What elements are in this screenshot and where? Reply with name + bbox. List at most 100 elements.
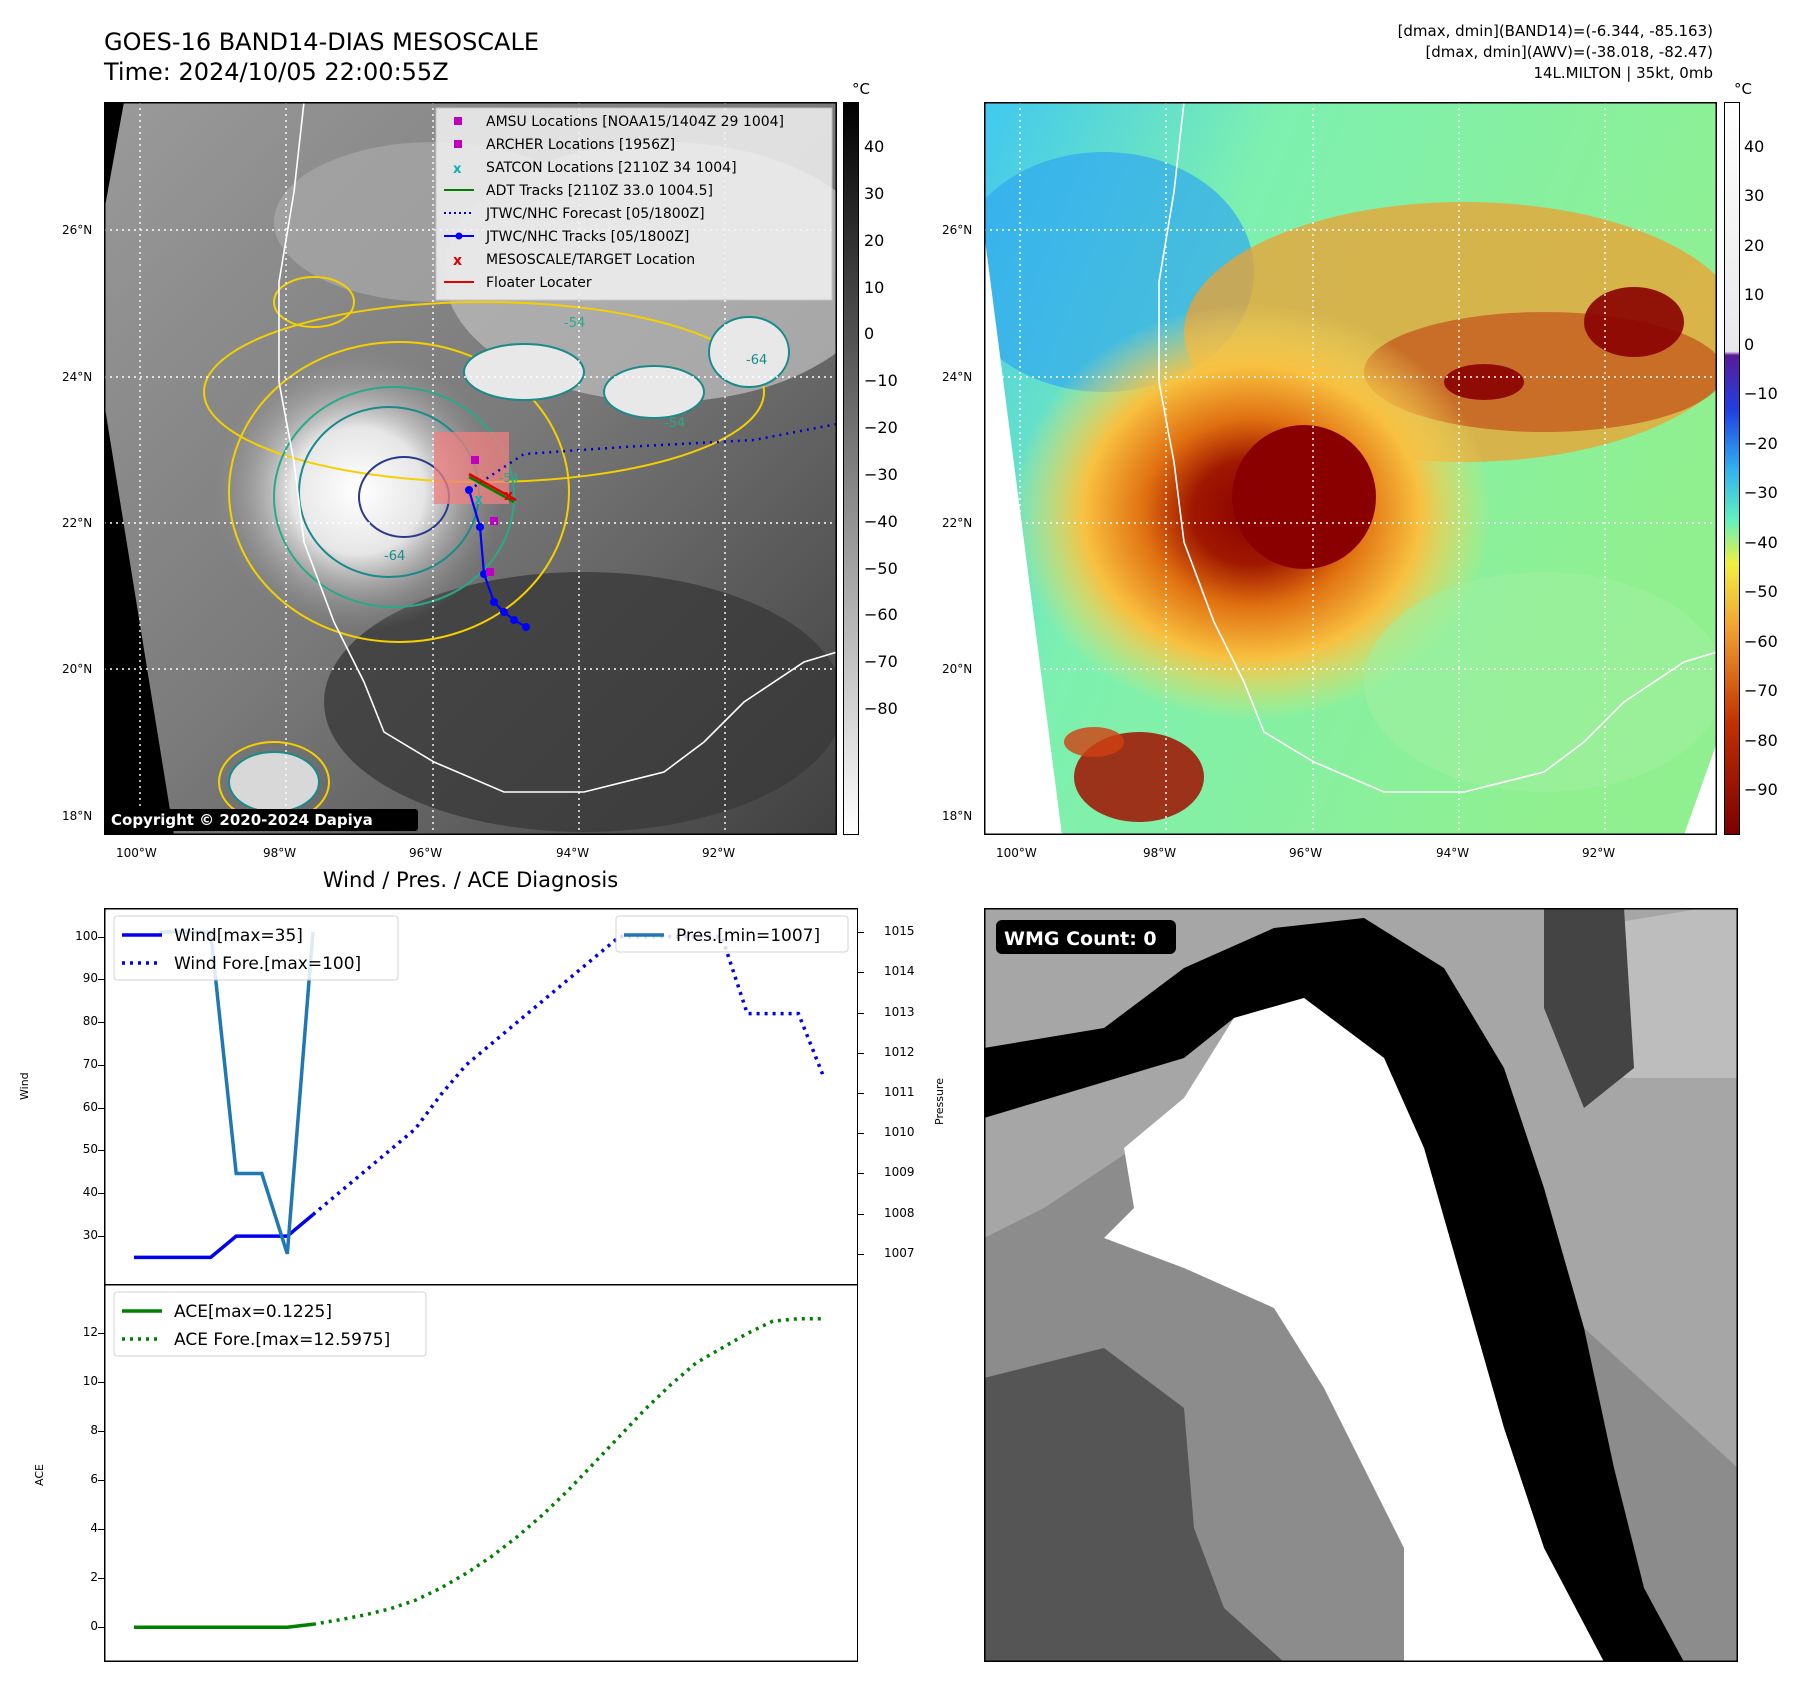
wind-tick: 100 — [75, 928, 98, 943]
legend-wind: Wind[max=35] — [174, 926, 303, 946]
rcb-tick: −20 — [1744, 433, 1778, 453]
lon-label: 96°W — [1289, 846, 1323, 860]
lon-label: 94°W — [1436, 846, 1470, 860]
rcb-tick: −10 — [1744, 384, 1778, 404]
lon-label: 98°W — [263, 846, 297, 860]
lat-label: 24°N — [62, 370, 93, 384]
legend-pressure: Pres.[min=1007] — [676, 926, 820, 946]
rcb-tick: 40 — [1744, 137, 1765, 156]
rcb-tick: −60 — [1744, 631, 1778, 651]
tick-mark — [98, 1333, 104, 1335]
legend-satcon: SATCON Locations [2110Z 34 1004] — [486, 160, 737, 176]
lcb-tick: 40 — [864, 137, 885, 156]
lat-label: 22°N — [62, 516, 93, 530]
contour-label: -64 — [746, 353, 767, 368]
lcb-tick: −70 — [864, 652, 898, 672]
rcb-tick: 30 — [1744, 186, 1765, 206]
ace-chart: ACE[max=0.1225] ACE Fore.[max=12.5975] — [104, 1284, 858, 1662]
rcb-tick: 0 — [1744, 334, 1755, 354]
lon-label: 96°W — [409, 846, 443, 860]
tick-mark — [98, 1193, 104, 1195]
ace-legend: ACE[max=0.1225] ACE Fore.[max=12.5975] — [113, 1291, 427, 1357]
lcb-tick: 20 — [864, 230, 885, 250]
pres-tick: 1013 — [884, 1004, 915, 1019]
rcb-tick: −50 — [1744, 582, 1778, 602]
lcb-tick: −40 — [864, 511, 898, 531]
legend-ace: ACE[max=0.1225] — [174, 1302, 332, 1322]
tick-mark — [858, 1253, 864, 1255]
lat-label: 20°N — [62, 662, 93, 676]
tick-mark — [98, 1578, 104, 1580]
ace-tick: 8 — [90, 1423, 98, 1438]
tick-mark — [98, 1529, 104, 1531]
tick-mark — [98, 979, 104, 981]
pres-tick: 1009 — [884, 1165, 915, 1180]
lcb-tick: 30 — [864, 183, 885, 203]
band14-colorbar — [843, 102, 859, 835]
ace-tick: 4 — [90, 1521, 98, 1536]
wmg-panel: WMG Count: 0 — [984, 908, 1738, 1662]
pressure-axis-label: Pressure — [933, 1078, 946, 1125]
lon-label: 100°W — [116, 846, 157, 860]
contour-label: -64 — [384, 549, 405, 564]
tick-mark — [98, 1107, 104, 1109]
tick-mark — [858, 1213, 864, 1215]
svg-text:x: x — [453, 162, 462, 177]
legend-archer: ARCHER Locations [1956Z] — [486, 137, 675, 153]
copyright: Copyright © 2020-2024 Dapiya — [111, 811, 373, 829]
legend-target: MESOSCALE/TARGET Location — [486, 252, 695, 268]
band14-map: x x -54 -54 -64 -64 -54 AMSU Locations [… — [104, 102, 837, 835]
rcb-tick: −80 — [1744, 730, 1778, 750]
stats-awv: [dmax, dmin](AWV)=(-38.018, -82.47) — [1425, 43, 1713, 61]
svg-text:x: x — [453, 253, 462, 269]
wind-tick: 80 — [82, 1014, 98, 1029]
rcb-tick: 10 — [1744, 285, 1765, 305]
lat-label: 24°N — [942, 370, 973, 384]
tick-mark — [858, 1052, 864, 1054]
tick-mark — [98, 1382, 104, 1384]
wind-tick: 60 — [82, 1099, 98, 1114]
chart-time: Time: 2024/10/05 22:00:55Z — [104, 58, 449, 86]
map-legend: AMSU Locations [NOAA15/1404Z 29 1004] AR… — [435, 107, 833, 301]
ace-axis-label: ACE — [33, 1464, 46, 1486]
colorbar-unit: °C — [1734, 80, 1752, 98]
lat-label: 26°N — [942, 223, 973, 237]
pres-tick: 1007 — [884, 1245, 915, 1260]
contour-label: -54 — [664, 416, 685, 431]
contour-label: -54 — [564, 316, 585, 331]
tick-mark — [98, 1480, 104, 1482]
lat-label: 26°N — [62, 223, 93, 237]
ace-tick: 12 — [82, 1325, 98, 1340]
rcb-tick: −40 — [1744, 532, 1778, 552]
lat-label: 18°N — [942, 809, 973, 823]
tick-mark — [98, 1431, 104, 1433]
tick-mark — [98, 1064, 104, 1066]
tick-mark — [98, 1022, 104, 1024]
pres-tick: 1014 — [884, 964, 915, 979]
wind-tick: 30 — [82, 1228, 98, 1243]
svg-text:x: x — [504, 488, 513, 504]
ace-tick: 10 — [82, 1374, 98, 1389]
lcb-tick: −50 — [864, 558, 898, 578]
ace-tick: 2 — [90, 1570, 98, 1585]
legend-amsu: AMSU Locations [NOAA15/1404Z 29 1004] — [486, 114, 784, 130]
wind-tick: 50 — [82, 1142, 98, 1157]
awv-colorbar — [1724, 102, 1740, 835]
lcb-tick: −60 — [864, 605, 898, 625]
tick-mark — [858, 1133, 864, 1135]
wind-axis-label: Wind — [18, 1072, 31, 1100]
lon-label: 92°W — [702, 846, 736, 860]
rcb-tick: −90 — [1744, 780, 1778, 799]
tick-mark — [98, 936, 104, 938]
diagnosis-title: Wind / Pres. / ACE Diagnosis — [322, 868, 619, 892]
tick-mark — [858, 1012, 864, 1014]
pres-tick: 1011 — [884, 1084, 915, 1099]
tick-mark — [858, 972, 864, 974]
lon-label: 98°W — [1143, 846, 1177, 860]
chart-title: GOES-16 BAND14-DIAS MESOSCALE — [104, 28, 540, 56]
legend-forecast: JTWC/NHC Forecast [05/1800Z] — [485, 206, 705, 222]
tick-mark — [98, 1627, 104, 1629]
wind-tick: 90 — [82, 971, 98, 986]
wmg-count-label: WMG Count: 0 — [1004, 928, 1157, 950]
tick-mark — [98, 1236, 104, 1238]
